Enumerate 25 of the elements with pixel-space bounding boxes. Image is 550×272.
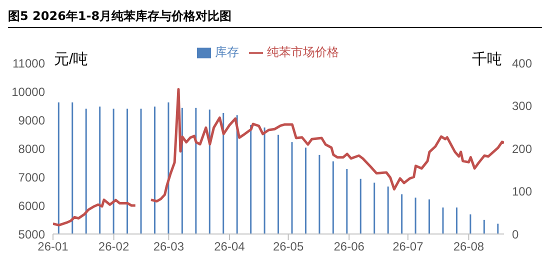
y2-tick-label: 400 (512, 56, 532, 70)
y-axis-title: 元/吨 (54, 50, 88, 69)
x-tick-label: 26-06 (334, 240, 365, 254)
x-tick-label: 26-02 (98, 240, 130, 254)
y-tick-label: 8000 (18, 142, 46, 156)
y2-tick-label: 100 (512, 184, 532, 199)
chart-title: 图5 2026年1-8月纯苯库存与价格对比图 (8, 8, 542, 28)
x-tick-label: 26-03 (153, 240, 184, 254)
y-tick-label: 6000 (18, 198, 46, 213)
y-tick-label: 10000 (12, 84, 46, 99)
y-tick-label: 7000 (18, 170, 46, 184)
y2-tick-label: 200 (512, 142, 532, 156)
legend-label: 库存 (215, 45, 239, 59)
x-tick-label: 26-08 (453, 240, 484, 254)
legend-label: 纯苯市场价格 (267, 45, 339, 59)
x-tick-label: 26-01 (38, 240, 69, 254)
y-tick-label: 5000 (18, 227, 46, 242)
x-tick-label: 26-05 (272, 240, 304, 254)
y2-tick-label: 0 (512, 227, 519, 242)
y-tick-label: 11000 (12, 56, 46, 70)
x-tick-label: 26-04 (214, 240, 246, 254)
x-tick-label: 26-07 (392, 240, 424, 254)
y2-axis-title: 千吨 (472, 50, 502, 69)
y2-tick-label: 300 (512, 99, 532, 114)
y-tick-label: 9000 (18, 113, 46, 128)
